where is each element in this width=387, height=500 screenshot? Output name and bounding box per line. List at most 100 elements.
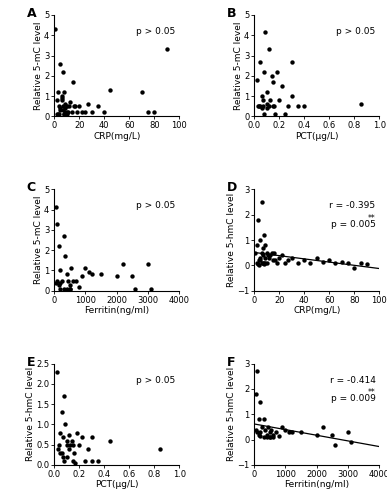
Point: [95, 457, 101, 465]
Point: [326, 256, 332, 264]
X-axis label: CRP(mg/L): CRP(mg/L): [93, 132, 140, 140]
Point: [145, 108, 151, 116]
Point: [63, 284, 70, 292]
Y-axis label: Relative 5-hmC level: Relative 5-hmC level: [227, 193, 236, 287]
Point: [261, 260, 267, 268]
Point: [60, 432, 66, 440]
Point: [301, 256, 307, 264]
Point: [254, 367, 260, 375]
Point: [295, 259, 301, 267]
Point: [70, 276, 76, 284]
Point: [274, 259, 280, 267]
Point: [270, 430, 276, 438]
Point: [267, 433, 273, 441]
Text: p > 0.05: p > 0.05: [136, 202, 175, 210]
Point: [89, 108, 95, 116]
Point: [76, 440, 82, 448]
Point: [63, 108, 70, 116]
Point: [253, 259, 260, 267]
Point: [279, 251, 285, 259]
Point: [101, 108, 107, 116]
Point: [307, 259, 313, 267]
Point: [289, 58, 295, 66]
Text: **: **: [368, 214, 375, 222]
Point: [259, 259, 265, 267]
Point: [270, 102, 276, 110]
Point: [339, 258, 345, 266]
Point: [63, 102, 70, 110]
Point: [279, 82, 285, 90]
Point: [255, 102, 261, 110]
Point: [257, 432, 264, 440]
Point: [60, 102, 66, 110]
X-axis label: PCT(µg/L): PCT(µg/L): [95, 480, 139, 489]
Point: [266, 102, 272, 110]
Point: [63, 436, 70, 444]
Point: [313, 254, 320, 262]
Point: [62, 420, 68, 428]
Point: [57, 428, 63, 436]
Point: [266, 254, 272, 262]
Point: [55, 110, 61, 118]
Point: [86, 268, 92, 276]
Point: [55, 88, 61, 96]
Point: [269, 248, 275, 256]
Point: [63, 440, 70, 448]
Point: [289, 254, 295, 262]
Y-axis label: Relative 5-mC level: Relative 5-mC level: [34, 22, 43, 110]
Point: [313, 430, 320, 438]
Point: [269, 72, 275, 80]
Point: [68, 108, 75, 116]
Point: [253, 390, 259, 398]
Point: [257, 256, 264, 264]
Point: [129, 272, 135, 280]
Point: [57, 449, 63, 457]
Point: [56, 440, 62, 448]
Point: [332, 440, 339, 448]
Point: [301, 102, 307, 110]
Text: p > 0.05: p > 0.05: [136, 376, 175, 385]
Point: [274, 68, 280, 76]
Point: [85, 100, 91, 108]
Point: [264, 430, 270, 438]
Point: [151, 108, 157, 116]
X-axis label: Ferritin(ng/ml): Ferritin(ng/ml): [84, 306, 149, 315]
Point: [295, 102, 301, 110]
Point: [145, 260, 151, 268]
Point: [271, 102, 277, 110]
Point: [261, 231, 267, 239]
Point: [257, 236, 264, 244]
Point: [260, 433, 267, 441]
Point: [255, 260, 261, 268]
Point: [76, 102, 82, 110]
Point: [148, 284, 154, 292]
Y-axis label: Relative 5-hmC level: Relative 5-hmC level: [26, 367, 35, 462]
Point: [53, 278, 59, 286]
Text: B: B: [227, 7, 236, 20]
Point: [272, 256, 279, 264]
Point: [267, 96, 274, 104]
Point: [57, 104, 63, 112]
Text: p > 0.05: p > 0.05: [336, 27, 375, 36]
Point: [70, 440, 76, 448]
Point: [60, 68, 66, 76]
Point: [107, 86, 113, 94]
Y-axis label: Relative 5-mC level: Relative 5-mC level: [34, 196, 43, 284]
Point: [358, 259, 364, 267]
Point: [58, 92, 65, 100]
Point: [72, 459, 79, 467]
Point: [62, 104, 68, 112]
Point: [60, 232, 67, 240]
Point: [58, 94, 65, 102]
Point: [253, 76, 260, 84]
Point: [107, 436, 113, 444]
Point: [71, 102, 77, 110]
Point: [67, 284, 73, 292]
Point: [255, 216, 261, 224]
Point: [259, 248, 265, 256]
Point: [72, 102, 79, 110]
Y-axis label: Relative 5-hmC level: Relative 5-hmC level: [227, 367, 236, 462]
Point: [53, 110, 60, 118]
Y-axis label: Relative 5-mC level: Relative 5-mC level: [234, 22, 243, 110]
Point: [70, 78, 76, 86]
